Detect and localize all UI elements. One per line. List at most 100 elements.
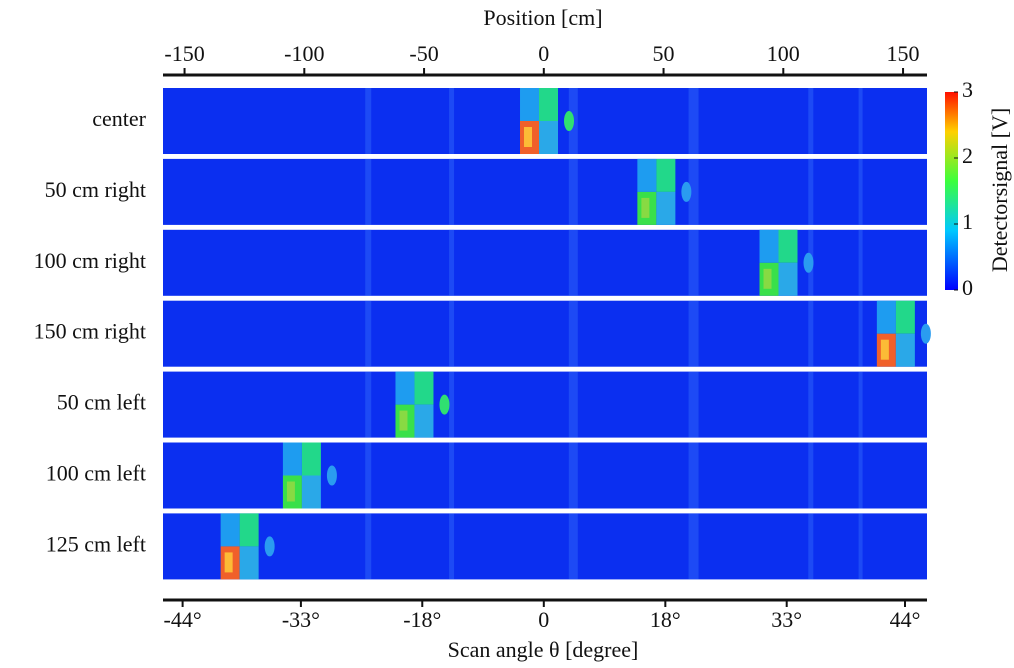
stripe xyxy=(688,229,699,296)
stripe xyxy=(568,442,578,509)
target xyxy=(520,88,540,121)
x-tick-label: -150 xyxy=(164,41,204,66)
target xyxy=(220,513,240,547)
target xyxy=(895,333,915,367)
x2-tick-label: 44° xyxy=(890,607,921,632)
stripe xyxy=(449,513,455,580)
stripe xyxy=(688,300,699,367)
target-detail xyxy=(641,197,650,218)
stripe xyxy=(688,158,699,225)
target-disc xyxy=(564,111,575,131)
x-tick-label: 0 xyxy=(538,41,549,66)
target-detail xyxy=(399,410,408,431)
stripe xyxy=(568,371,578,438)
colorbar-title: Detectorsignal [V] xyxy=(987,108,1012,272)
target xyxy=(895,300,915,334)
target-disc xyxy=(681,181,692,202)
stripe xyxy=(449,88,455,154)
colorbar-tick-label: 3 xyxy=(962,77,973,102)
target xyxy=(395,371,415,405)
target xyxy=(876,300,896,334)
stripe xyxy=(808,513,814,580)
target xyxy=(759,262,779,296)
row-label: 50 cm left xyxy=(57,390,146,415)
stripe xyxy=(449,371,455,438)
x-tick-label: -50 xyxy=(409,41,438,66)
target xyxy=(778,229,798,263)
target xyxy=(539,121,559,154)
stripe xyxy=(808,300,814,367)
stripe xyxy=(858,88,863,154)
x-tick-label: 100 xyxy=(767,41,800,66)
target xyxy=(301,475,321,509)
target xyxy=(282,442,302,476)
x2-tick-label: 33° xyxy=(771,607,802,632)
row-background xyxy=(163,371,927,438)
target xyxy=(637,191,657,225)
x2-tick-label: 18° xyxy=(650,607,681,632)
stripe xyxy=(808,371,814,438)
x2-tick-label: 0 xyxy=(538,607,549,632)
row-background xyxy=(163,229,927,296)
stripe xyxy=(858,158,863,225)
stripe xyxy=(449,158,455,225)
row-label: 150 cm right xyxy=(34,319,146,344)
stripe xyxy=(858,371,863,438)
target xyxy=(414,404,434,438)
target xyxy=(282,475,302,509)
stripe xyxy=(449,229,455,296)
stripe xyxy=(568,300,578,367)
target xyxy=(239,513,259,547)
row-background xyxy=(163,158,927,225)
target xyxy=(414,371,434,405)
colorbar-tick-label: 1 xyxy=(962,209,973,234)
stripe xyxy=(568,229,578,296)
row-label: 125 cm left xyxy=(46,531,146,556)
row-label: 100 cm right xyxy=(34,248,146,273)
stripe xyxy=(688,513,699,580)
x-tick-label: 150 xyxy=(887,41,920,66)
target xyxy=(656,191,676,225)
stripe xyxy=(365,158,372,225)
stripe xyxy=(365,513,372,580)
row-label: 100 cm left xyxy=(46,461,146,486)
stripe xyxy=(858,300,863,367)
stripe xyxy=(688,442,699,509)
target-disc xyxy=(264,536,275,557)
stripe xyxy=(449,300,455,367)
x-axis-title: Position [cm] xyxy=(483,5,602,30)
stripe xyxy=(365,88,372,154)
stripe xyxy=(365,229,372,296)
target xyxy=(759,229,779,263)
target xyxy=(656,158,676,192)
stripe xyxy=(568,158,578,225)
stripe xyxy=(858,513,863,580)
target xyxy=(778,262,798,296)
colorbar xyxy=(945,92,958,290)
target-detail xyxy=(763,268,772,289)
target-detail xyxy=(224,552,233,573)
stripe xyxy=(688,371,699,438)
stripe xyxy=(808,158,814,225)
target-disc xyxy=(920,323,931,344)
target-disc xyxy=(326,465,337,486)
colorbar-tick-label: 2 xyxy=(962,143,973,168)
stripe xyxy=(688,88,699,154)
target xyxy=(539,88,559,121)
target-detail xyxy=(286,481,295,502)
stripe xyxy=(808,88,814,154)
row-background xyxy=(163,513,927,580)
stripe xyxy=(449,442,455,509)
stripe xyxy=(365,371,372,438)
row-label: center xyxy=(92,106,146,131)
colorbar-tick-label: 0 xyxy=(962,275,973,300)
target xyxy=(239,546,259,580)
target-detail xyxy=(880,339,889,360)
x2-axis-title: Scan angle θ [degree] xyxy=(448,637,639,662)
row-label: 50 cm right xyxy=(45,177,146,202)
stripe xyxy=(858,229,863,296)
stripe xyxy=(808,442,814,509)
x-tick-label: 50 xyxy=(653,41,675,66)
stripe xyxy=(568,513,578,580)
